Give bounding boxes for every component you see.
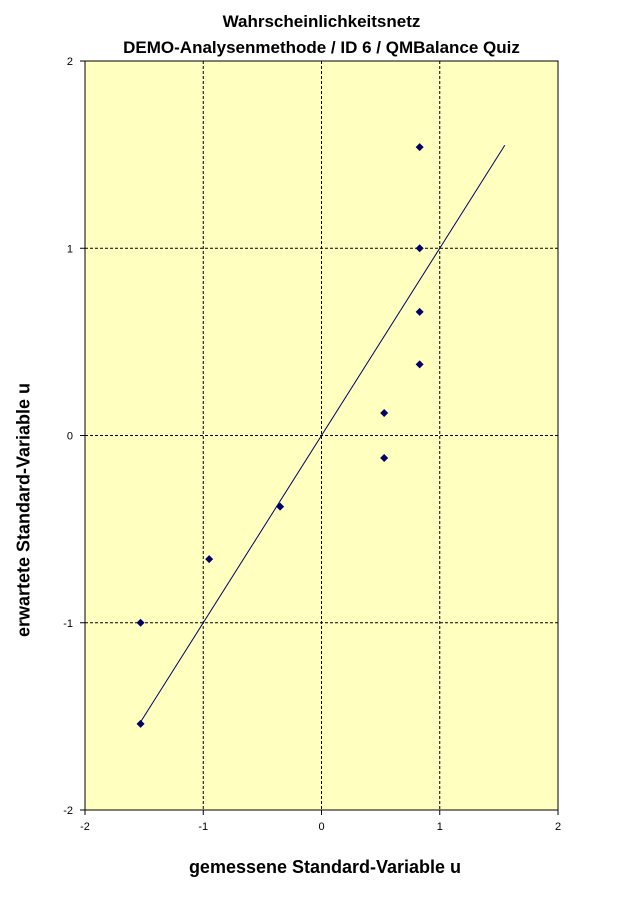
chart-subtitle: DEMO-Analysenmethode / ID 6 / QMBalance … (123, 38, 520, 57)
y-axis-label: erwartete Standard-Variable u (13, 382, 34, 638)
data-point (415, 244, 424, 253)
data-point (415, 307, 424, 316)
data-point (205, 555, 214, 564)
data-point (380, 409, 389, 418)
chart-title: Wahrscheinlichkeitsnetz (222, 12, 421, 31)
data-point (136, 618, 145, 627)
y-tick-label: -2 (63, 805, 73, 817)
fit-line (140, 144, 506, 723)
x-tick-label: -1 (198, 821, 208, 833)
data-point (415, 360, 424, 369)
y-tick-label: 0 (67, 431, 73, 443)
x-tick-label: 1 (437, 821, 443, 833)
y-tick-label: 2 (67, 56, 73, 68)
x-tick-label: 2 (555, 821, 561, 833)
data-point (380, 453, 389, 462)
y-tick-label: 1 (67, 243, 73, 255)
y-tick-label: -1 (63, 618, 73, 630)
data-point (136, 719, 145, 728)
data-point (415, 143, 424, 152)
x-tick-label: 0 (318, 821, 324, 833)
x-axis-label: gemessene Standard-Variable u (188, 857, 462, 877)
data-point (276, 502, 285, 511)
x-tick-label: -2 (80, 821, 90, 833)
